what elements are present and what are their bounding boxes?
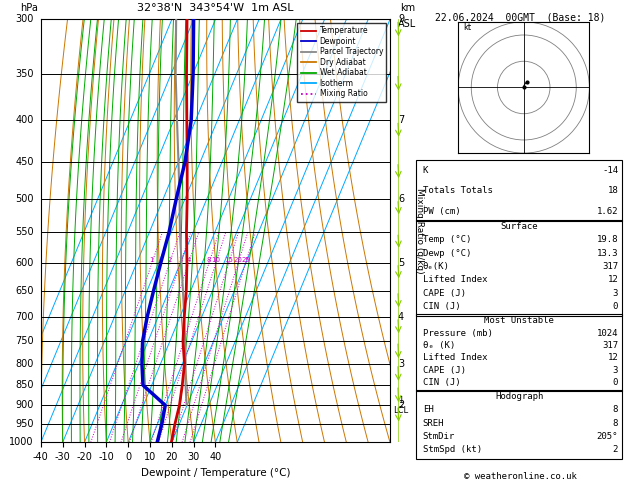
Text: Hodograph: Hodograph [495,392,543,400]
Text: 1: 1 [150,257,154,263]
Text: θₑ(K): θₑ(K) [423,262,450,271]
Text: 550: 550 [15,227,34,237]
Text: 7: 7 [398,116,404,125]
Text: 12: 12 [608,275,618,284]
Text: 0: 0 [613,378,618,387]
Text: 19.8: 19.8 [597,235,618,244]
Text: 850: 850 [15,380,34,390]
Text: Pressure (mb): Pressure (mb) [423,329,493,337]
Text: CIN (J): CIN (J) [423,302,460,311]
Text: 3: 3 [613,289,618,298]
Text: 2: 2 [613,445,618,454]
Text: 32°38'N  343°54'W  1m ASL: 32°38'N 343°54'W 1m ASL [137,3,294,13]
Text: SREH: SREH [423,418,444,428]
Text: 25: 25 [241,257,250,263]
Text: 22.06.2024  00GMT  (Base: 18): 22.06.2024 00GMT (Base: 18) [435,12,606,22]
Text: 700: 700 [15,312,34,322]
Text: km: km [400,3,415,13]
Text: θₑ (K): θₑ (K) [423,341,455,350]
Text: 8: 8 [613,405,618,415]
Text: 12: 12 [608,353,618,362]
Text: 20: 20 [233,257,243,263]
Text: PW (cm): PW (cm) [423,207,460,215]
Text: 3: 3 [178,257,183,263]
Text: 0: 0 [613,302,618,311]
Text: 750: 750 [15,336,34,346]
Text: 205°: 205° [597,432,618,441]
Text: 317: 317 [602,262,618,271]
Text: hPa: hPa [20,3,38,13]
Text: Mixing Ratio (g/kg): Mixing Ratio (g/kg) [415,188,425,274]
Text: EH: EH [423,405,433,415]
Text: 300: 300 [16,15,34,24]
Text: © weatheronline.co.uk: © weatheronline.co.uk [464,472,577,481]
Text: 4: 4 [186,257,191,263]
Text: 3: 3 [398,359,404,369]
Text: 800: 800 [16,359,34,369]
Text: Temp (°C): Temp (°C) [423,235,471,244]
Text: 2: 2 [167,257,172,263]
Text: 1000: 1000 [9,437,34,447]
Text: 1024: 1024 [597,329,618,337]
Text: 2: 2 [398,400,404,410]
Text: 1
LCL: 1 LCL [393,396,409,415]
Text: 5: 5 [398,258,404,268]
Text: 9: 9 [398,15,404,24]
Text: 13.3: 13.3 [597,248,618,258]
Text: 10: 10 [211,257,220,263]
Text: CAPE (J): CAPE (J) [423,289,466,298]
Text: 400: 400 [16,116,34,125]
Text: StmSpd (kt): StmSpd (kt) [423,445,482,454]
Text: 1.62: 1.62 [597,207,618,215]
Text: 4: 4 [398,312,404,322]
Text: Lifted Index: Lifted Index [423,275,487,284]
Text: 8: 8 [613,418,618,428]
Text: 15: 15 [224,257,233,263]
Text: 950: 950 [15,419,34,429]
Text: CAPE (J): CAPE (J) [423,365,466,375]
Text: CIN (J): CIN (J) [423,378,460,387]
Text: Most Unstable: Most Unstable [484,316,554,325]
Text: Dewp (°C): Dewp (°C) [423,248,471,258]
Text: 600: 600 [16,258,34,268]
Text: 8: 8 [207,257,211,263]
Text: K: K [423,166,428,175]
Text: 650: 650 [15,286,34,296]
Text: 450: 450 [15,157,34,167]
X-axis label: Dewpoint / Temperature (°C): Dewpoint / Temperature (°C) [141,468,290,478]
Text: -14: -14 [602,166,618,175]
Text: Surface: Surface [501,222,538,230]
Text: 3: 3 [613,365,618,375]
Text: StmDir: StmDir [423,432,455,441]
Text: ASL: ASL [398,19,416,30]
Text: 317: 317 [602,341,618,350]
Text: 900: 900 [16,400,34,410]
Text: Totals Totals: Totals Totals [423,186,493,195]
Text: 18: 18 [608,186,618,195]
Text: 350: 350 [15,69,34,79]
Text: 500: 500 [15,194,34,204]
Text: Lifted Index: Lifted Index [423,353,487,362]
Text: 6: 6 [398,194,404,204]
Legend: Temperature, Dewpoint, Parcel Trajectory, Dry Adiabat, Wet Adiabat, Isotherm, Mi: Temperature, Dewpoint, Parcel Trajectory… [298,23,386,102]
